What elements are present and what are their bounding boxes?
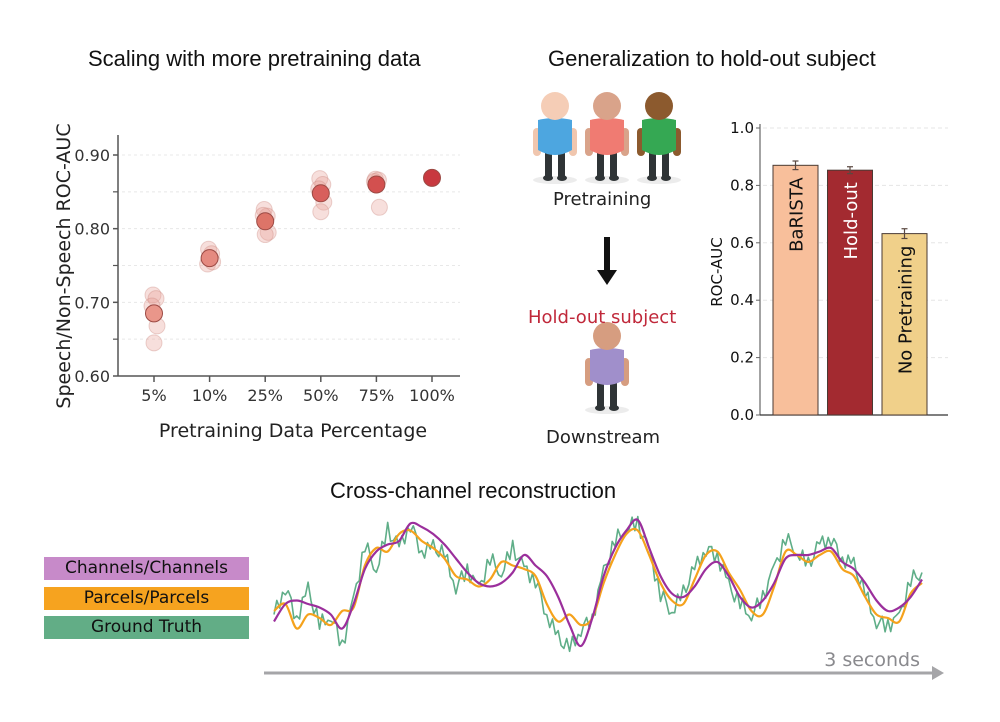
- time-axis-arrowhead-icon: [932, 666, 944, 680]
- generalization-bar-chart: 0.0 0.2 0.4 0.6 0.8 1.0 BaRISTA Hold-out No Pre…: [708, 119, 948, 424]
- pretraining-person-2-icon: [585, 92, 629, 184]
- pretraining-person-1-icon: [533, 92, 577, 184]
- legend-ground-truth: Ground Truth: [44, 616, 249, 639]
- down-arrow-icon: [597, 237, 617, 285]
- bar-y-tick-label: 0.2: [730, 349, 754, 367]
- bar-y-tick-label: 0.0: [730, 406, 754, 424]
- bar-category-label: No Pretraining: [896, 246, 917, 375]
- scatter-x-tick-label: 10%: [192, 386, 228, 405]
- subjects-illustration: [533, 92, 681, 414]
- scatter-mean-point: [256, 212, 275, 231]
- scatter-x-tick-label: 100%: [409, 386, 455, 405]
- scatter-x-tick-label: 25%: [247, 386, 283, 405]
- scatter-run-point: [312, 203, 330, 221]
- scatter-y-axis-label: Speech/Non-Speech ROC-AUC: [53, 123, 75, 408]
- scatter-y-tick-label: 0.90: [74, 146, 110, 165]
- pretraining-person-3-icon: [637, 92, 681, 184]
- parcels-parcels-trace: [273, 527, 923, 630]
- bar-y-tick-label: 0.8: [730, 176, 754, 194]
- scatter-y-tick-label: 0.70: [74, 293, 110, 312]
- scatter-run-point: [145, 334, 163, 352]
- bar-barista: [772, 164, 819, 416]
- scaling-scatter-chart: 0.60 0.70 0.80 0.90 5% 10% 25% 50% 75% 100% Speec…: [53, 123, 460, 442]
- scatter-x-tick-label: 75%: [359, 386, 395, 405]
- ground-truth-trace: [273, 515, 923, 653]
- scatter-y-tick-label: 0.80: [74, 220, 110, 239]
- scatter-mean-point: [200, 249, 219, 268]
- channels-channels-trace: [273, 518, 923, 648]
- scatter-x-tick-label: 50%: [303, 386, 339, 405]
- reconstruction-trace-plot: 3 seconds: [264, 515, 944, 680]
- pretraining-label: Pretraining: [553, 189, 652, 210]
- scatter-x-axis-label: Pretraining Data Percentage: [159, 420, 427, 442]
- generalization-panel-title: Generalization to hold-out subject: [548, 46, 876, 71]
- holdout-person-icon: [585, 322, 629, 414]
- scatter-mean-point: [423, 168, 441, 187]
- scatter-mean-point: [311, 184, 330, 203]
- reconstruction-panel-title: Cross-channel reconstruction: [330, 478, 617, 503]
- bar-hold-out: [827, 169, 873, 416]
- bar-y-axis-label: ROC-AUC: [708, 237, 726, 307]
- bar-y-tick-label: 0.6: [730, 234, 754, 252]
- bar-category-label: BaRISTA: [787, 177, 808, 252]
- scaling-panel-title: Scaling with more pretraining data: [88, 46, 421, 71]
- scatter-x-tick-label: 5%: [141, 386, 166, 405]
- scatter-mean-point: [367, 175, 386, 194]
- bar-y-tick-label: 0.4: [730, 291, 754, 309]
- legend-channels-channels: Channels/Channels: [44, 557, 249, 580]
- bar-category-label: Hold-out: [841, 182, 862, 259]
- scatter-mean-point: [145, 304, 163, 323]
- holdout-subject-label: Hold-out subject: [528, 307, 677, 328]
- legend-parcels-parcels: Parcels/Parcels: [44, 587, 249, 610]
- scatter-run-point: [370, 198, 388, 216]
- scatter-y-tick-label: 0.60: [74, 367, 110, 386]
- scatter-run-point: [144, 286, 162, 304]
- downstream-label: Downstream: [546, 427, 661, 448]
- time-scale-label: 3 seconds: [824, 649, 920, 671]
- bar-y-tick-label: 1.0: [730, 119, 754, 137]
